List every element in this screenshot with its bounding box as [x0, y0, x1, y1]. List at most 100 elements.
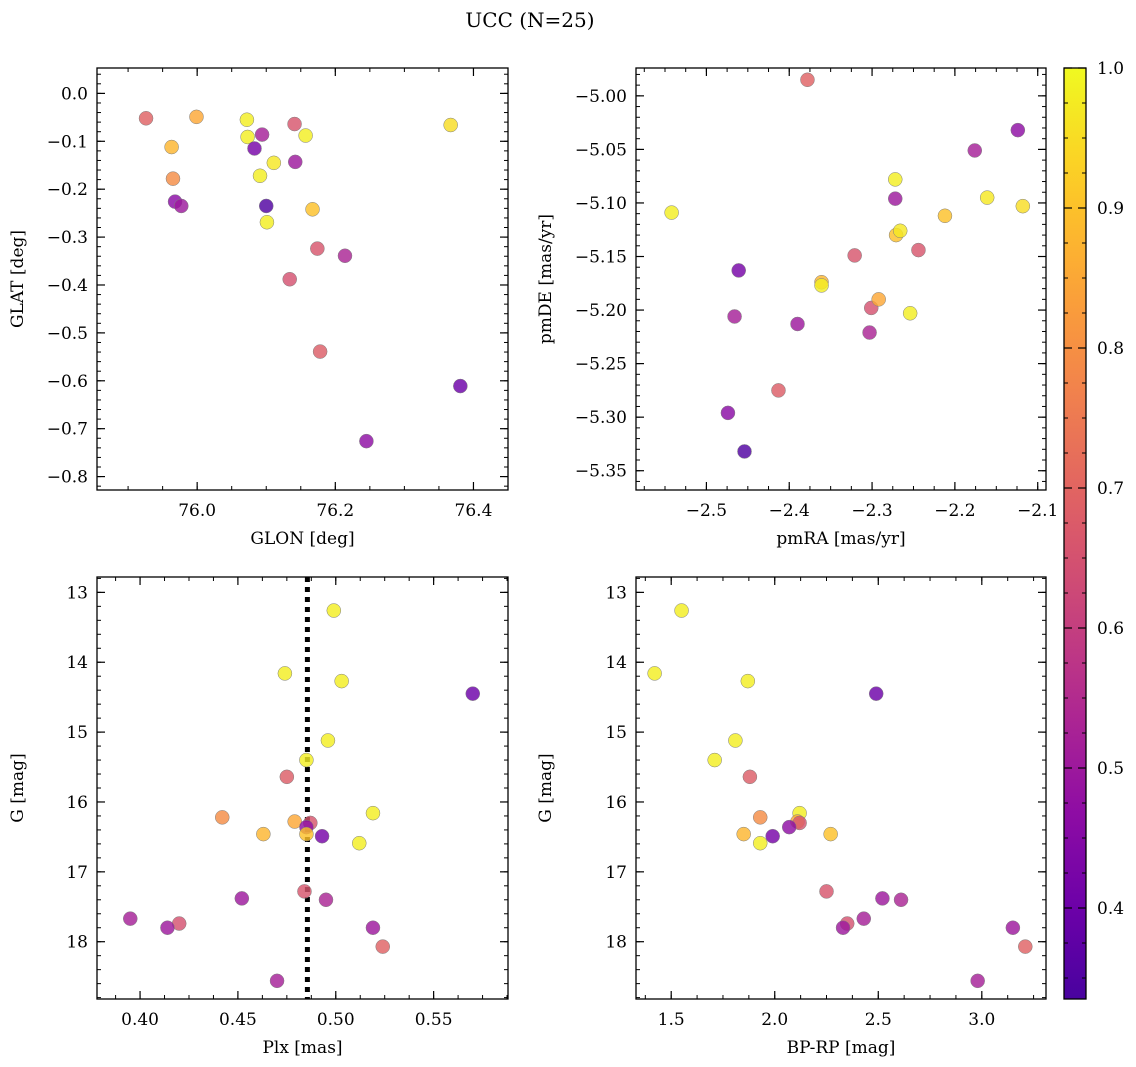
scatter-point: [765, 828, 780, 844]
scatter-point: [215, 810, 230, 825]
panel-pmra-pmde: −2.5 −2.4 −2.3 −2.2 −2.1 −5.00 −5.05 −5.10 −5.15…: [536, 67, 1058, 549]
scatter-point: [375, 939, 390, 954]
scatter-point: [970, 973, 985, 989]
scatter-point: [305, 202, 320, 217]
x-tick-label: −2.1: [1017, 501, 1058, 521]
scatter-point: [728, 733, 743, 748]
y-tick-label: 13: [605, 583, 627, 603]
y-tick-label: −0.3: [47, 228, 88, 248]
scatter-point: [252, 168, 268, 184]
y-tick-label: −5.25: [575, 355, 627, 375]
y-tick-label: 17: [66, 863, 88, 883]
scatter-point: [334, 673, 349, 689]
x-tick-label: −2.3: [851, 501, 892, 521]
scatter-point: [247, 141, 262, 156]
scatter-point: [781, 819, 797, 835]
scatter-point: [835, 920, 851, 935]
x-tick-label: 2.5: [865, 1010, 892, 1030]
x-tick-label: 0.45: [219, 1010, 257, 1030]
scatter-point: [164, 139, 179, 155]
y-tick-label: −0.1: [47, 132, 88, 152]
scatter-point: [752, 835, 768, 851]
x-axis-label: Plx [mas]: [262, 1038, 342, 1058]
scatter-point: [892, 223, 908, 239]
x-axis-label: pmRA [mas/yr]: [776, 529, 905, 549]
scatter-point: [320, 733, 336, 748]
scatter-point: [465, 686, 481, 701]
x-tick-label: 0.50: [317, 1010, 355, 1030]
scatter-point: [1005, 920, 1021, 935]
scatter-point: [160, 920, 175, 935]
scatter-point: [277, 666, 293, 681]
scatter-point: [138, 111, 154, 126]
x-tick-label: 3.0: [968, 1010, 995, 1030]
panel-glon-glat: 76.0 76.2 76.4 0.0 −0.1 −0.2 −0.3 −0.4 −0.5 −0.6 −…: [8, 67, 509, 549]
y-tick-label: −5.30: [575, 408, 627, 428]
scatter-point: [287, 814, 302, 829]
y-axis-label: G [mag]: [8, 753, 28, 822]
scatter-point: [282, 271, 297, 287]
scatter-point: [856, 911, 872, 926]
scatter-point: [337, 248, 353, 264]
scatter-point: [365, 805, 381, 821]
scatter-point: [664, 205, 679, 220]
scatter-point: [165, 171, 181, 186]
y-tick-label: 18: [605, 933, 627, 953]
scatter-point: [720, 405, 736, 421]
scatter-point: [240, 129, 255, 145]
scatter-point: [298, 128, 313, 143]
scatter-point: [123, 911, 138, 926]
y-tick-label: −5.10: [575, 194, 627, 214]
colorbar-frame: [1063, 67, 1087, 1000]
minor-ticks: [97, 577, 508, 999]
y-tick-label: −5.05: [575, 140, 627, 160]
axes-frame: [635, 67, 1047, 491]
x-tick-label: 0.40: [121, 1010, 159, 1030]
y-tick-label: 13: [66, 583, 88, 603]
colorbar-gradient: [1064, 68, 1086, 999]
y-tick-label: 14: [66, 653, 88, 673]
scatter-point: [737, 444, 752, 459]
scatter-point: [314, 828, 330, 844]
colorbar-tick-label: 0.8: [1097, 339, 1124, 359]
scatter-point: [902, 306, 918, 321]
panel-bprp-g: 1.5 2.0 2.5 3.0 13 14 15 16 17 18 BP-RP [mag] G [ma…: [536, 576, 1047, 1058]
scatter-point: [790, 316, 805, 332]
scatter-points: [647, 603, 1033, 989]
scatter-point: [287, 154, 303, 170]
x-tick-label: 76.2: [316, 501, 354, 521]
axes-frame: [635, 576, 1047, 1000]
scatter-point: [326, 603, 342, 618]
scatter-point: [310, 241, 325, 256]
scatter-point: [297, 884, 312, 899]
x-tick-label: 2.0: [761, 1010, 788, 1030]
colorbar-tick-label: 0.7: [1097, 479, 1124, 499]
scatter-point: [259, 214, 275, 230]
scatter-point: [674, 603, 689, 618]
scatter-point: [731, 263, 746, 278]
colorbar-tick-label: 0.5: [1097, 759, 1124, 779]
scatter-point: [736, 826, 751, 842]
scatter-point: [911, 242, 926, 258]
minor-ticks: [636, 68, 1046, 490]
y-tick-label: −5.35: [575, 462, 627, 482]
scatter-point: [847, 248, 862, 263]
scatter-point: [234, 891, 250, 906]
scatter-point: [279, 769, 295, 785]
scatter-point: [453, 378, 468, 394]
scatter-point: [1018, 939, 1033, 954]
x-tick-label: 76.4: [455, 501, 493, 521]
scatter-point: [862, 325, 877, 340]
x-tick-label: −2.5: [686, 501, 727, 521]
y-tick-label: −0.8: [47, 468, 88, 488]
scatter-point: [647, 666, 662, 681]
y-tick-label: 0.0: [61, 84, 88, 104]
y-axis-label: G [mag]: [536, 753, 556, 822]
y-tick-label: 16: [66, 793, 88, 813]
figure-title: UCC (N=25): [465, 8, 594, 32]
colorbar-tick-label: 0.6: [1097, 619, 1124, 639]
axes-frame: [96, 67, 509, 491]
scatter-point: [352, 835, 367, 851]
scatter-point: [893, 892, 909, 908]
x-tick-label: 0.55: [415, 1010, 453, 1030]
